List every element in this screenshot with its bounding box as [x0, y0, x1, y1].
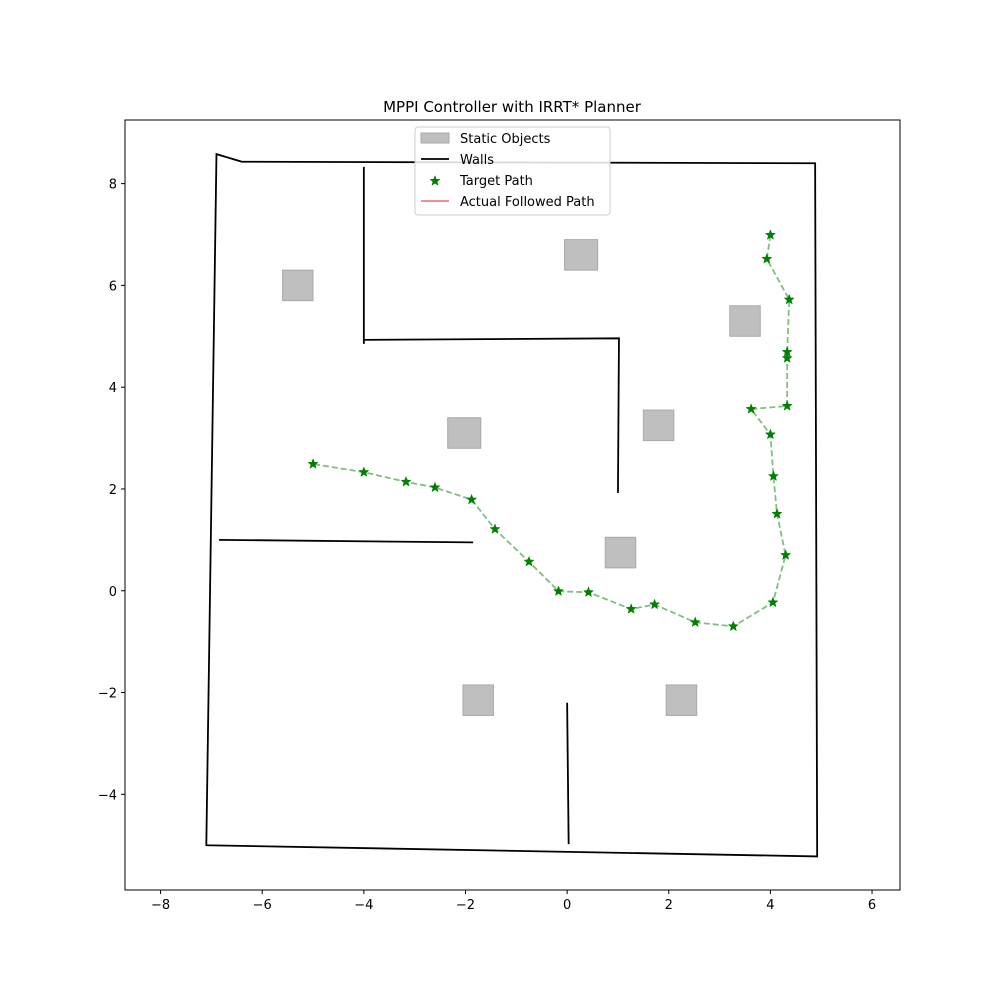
legend-label: Actual Followed Path [460, 195, 595, 210]
target-path-point [781, 400, 793, 411]
target-path-point [771, 508, 783, 519]
x-tick-label: −8 [151, 898, 170, 913]
x-tick-label: 2 [665, 898, 673, 913]
target-path-point [767, 596, 779, 608]
wall [205, 152, 819, 858]
target-path-point [764, 229, 777, 240]
y-tick-label: −2 [98, 687, 117, 702]
legend-label: Target Path [459, 174, 533, 189]
target-path-point [727, 620, 739, 632]
static-object [665, 684, 698, 716]
x-tick-label: −2 [456, 898, 475, 913]
static-object [282, 269, 314, 302]
x-tick-label: −4 [354, 898, 373, 913]
legend-handle-star [429, 175, 441, 186]
static-object [447, 417, 482, 449]
target-path-point [465, 493, 478, 505]
target-path-point [429, 481, 441, 493]
target-path-point [767, 470, 780, 482]
target-path-point [523, 555, 535, 567]
y-tick-label: 8 [109, 178, 117, 193]
target-path-point [689, 616, 701, 628]
target-path-point [400, 475, 412, 487]
y-tick-label: 0 [109, 585, 117, 600]
y-tick-label: 4 [109, 381, 117, 396]
target-path-point [761, 253, 773, 264]
chart-title: MPPI Controller with IRRT* Planner [383, 98, 642, 116]
target-path-point [307, 458, 319, 469]
legend-label: Static Objects [460, 132, 551, 147]
target-path-point [648, 598, 661, 610]
static-object [604, 536, 637, 569]
legend-box [414, 126, 611, 216]
static-object [642, 409, 675, 442]
axes-ticks: −8 −6 −4 −2 0 2 4 6 −4 −2 0 2 4 6 8 [98, 178, 876, 913]
target-path-point [489, 523, 501, 534]
y-tick-label: 2 [109, 483, 117, 498]
target-path-point [358, 466, 370, 477]
legend-label: Walls [460, 153, 494, 168]
target-path-point [552, 585, 565, 597]
static-object [462, 684, 494, 716]
wall [566, 702, 570, 845]
target-path-point [783, 293, 795, 305]
static-objects-layer [282, 239, 761, 716]
static-object [564, 239, 599, 271]
static-object [729, 305, 761, 337]
plot-frame [124, 119, 901, 891]
y-tick-label: 6 [109, 279, 117, 294]
x-tick-label: 4 [766, 898, 774, 913]
legend: Static Objects Walls Target Path Actual Fol… [414, 126, 611, 216]
wall [363, 337, 620, 494]
paths-layer [307, 229, 795, 632]
target-path-point [745, 403, 757, 414]
target-path-point [780, 549, 792, 560]
target-path-point [582, 586, 595, 598]
x-tick-label: 0 [563, 898, 571, 913]
target-path-point [781, 352, 793, 363]
wall [219, 538, 474, 544]
target-path-point [764, 428, 777, 440]
legend-handle-static-objects [420, 132, 450, 144]
x-tick-label: −6 [253, 898, 272, 913]
walls-layer [205, 152, 819, 858]
x-tick-label: 6 [868, 898, 876, 913]
target-path-point [625, 603, 637, 614]
y-tick-label: −4 [98, 788, 117, 803]
